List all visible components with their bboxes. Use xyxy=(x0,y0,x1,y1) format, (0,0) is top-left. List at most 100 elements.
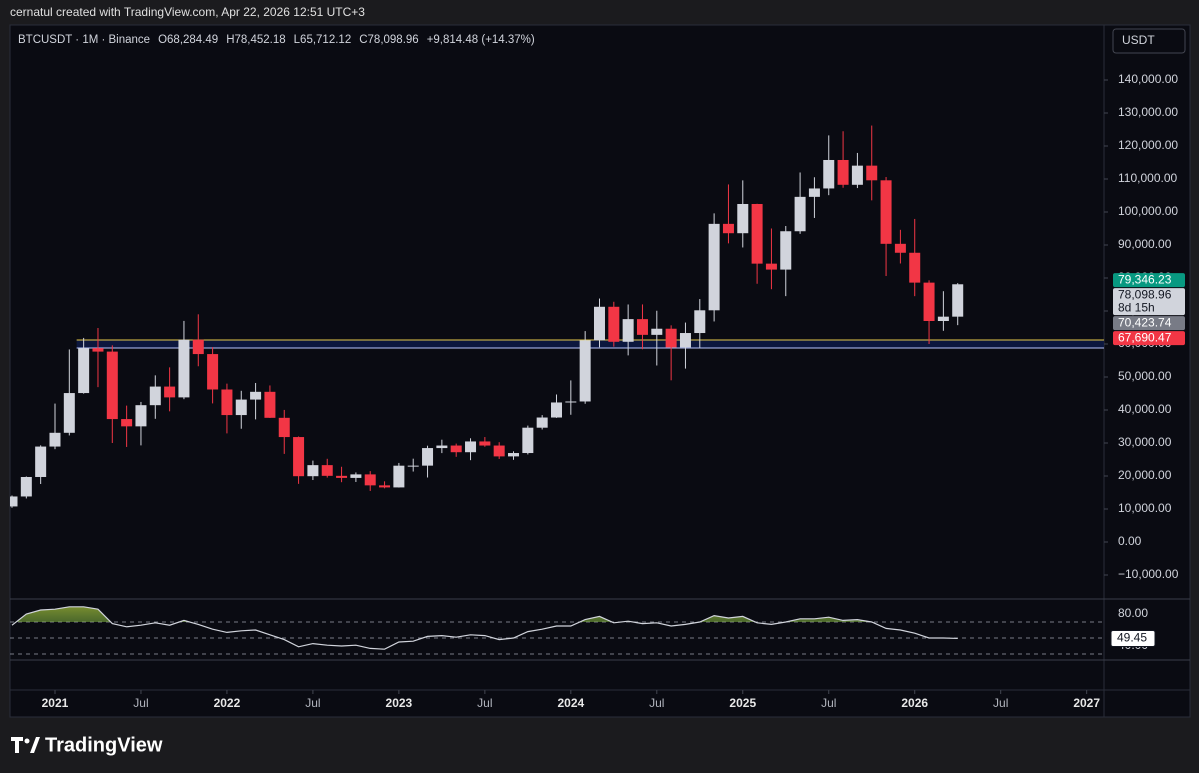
x-tick-label: 2025 xyxy=(729,696,756,710)
candle-body xyxy=(808,188,820,197)
candle-body xyxy=(794,196,806,232)
candle-body xyxy=(264,391,276,418)
candle-body xyxy=(894,243,906,253)
x-tick-label: 2026 xyxy=(901,696,928,710)
candle-body xyxy=(780,231,792,270)
candle-body xyxy=(708,223,720,311)
candle-body xyxy=(207,354,219,390)
candle-body xyxy=(551,402,562,418)
price-label-box xyxy=(1113,316,1185,331)
brand: TradingView xyxy=(45,734,163,756)
candle-body xyxy=(379,485,391,488)
candle-body xyxy=(579,340,591,402)
candle-body xyxy=(164,386,176,398)
candle-body xyxy=(350,474,362,478)
candle-body xyxy=(63,393,75,433)
low: L65,712.12 xyxy=(294,34,352,46)
y-tick-label: 30,000.00 xyxy=(1118,435,1172,449)
candle-body xyxy=(393,465,405,488)
candle-body xyxy=(92,348,104,352)
logo xyxy=(11,737,40,753)
candle-body xyxy=(851,165,863,185)
price-pane xyxy=(10,125,1104,508)
x-tick-label: Jul xyxy=(993,696,1008,710)
x-tick-label: 2024 xyxy=(557,696,584,710)
candle-body xyxy=(364,474,376,486)
candle-body xyxy=(121,419,133,427)
rsi-tick-label: 80.00 xyxy=(1118,606,1148,620)
candle-body xyxy=(722,223,734,234)
candle-body xyxy=(952,284,964,317)
candle-body xyxy=(636,319,648,335)
y-tick-label: 130,000.00 xyxy=(1118,105,1178,119)
candle-body xyxy=(450,445,462,453)
candle-body xyxy=(608,306,620,342)
y-tick-label: 20,000.00 xyxy=(1118,468,1172,482)
candle-body xyxy=(10,496,18,507)
candle-body xyxy=(35,446,47,477)
y-tick-label: 0.00 xyxy=(1118,534,1142,548)
countdown: 8d 15h xyxy=(1118,300,1155,314)
candle-body xyxy=(465,441,477,453)
x-tick-label: Jul xyxy=(477,696,492,710)
x-tick-label: 2023 xyxy=(386,696,413,710)
candle-body xyxy=(679,333,691,348)
candle-body xyxy=(923,282,935,322)
currency-button[interactable] xyxy=(1112,28,1186,54)
candle-body xyxy=(178,339,190,398)
candle-body xyxy=(336,475,348,478)
candle-body xyxy=(135,405,147,427)
candle-body xyxy=(149,386,161,406)
candle-body xyxy=(20,476,32,497)
candle-body xyxy=(565,401,577,403)
y-tick-label: 90,000.00 xyxy=(1118,237,1172,251)
change: +9,814.48 (+14.37%) xyxy=(427,34,535,46)
x-tick-label: 2022 xyxy=(214,696,241,710)
y-tick-label: −10,000.00 xyxy=(1118,567,1179,581)
currency[interactable]: USDT xyxy=(1122,33,1155,47)
candle-body xyxy=(250,391,262,400)
price-label: 78,098.96 xyxy=(1118,287,1172,301)
candle-body xyxy=(823,159,835,189)
symbol: BTCUSDT · 1M · Binance xyxy=(18,34,150,46)
close: C78,098.96 xyxy=(359,34,418,46)
candle-body xyxy=(407,465,419,467)
x-tick-label: Jul xyxy=(305,696,320,710)
candle-body xyxy=(422,448,434,466)
candle-body xyxy=(192,339,204,355)
chart-frame xyxy=(9,24,1191,718)
candle-body xyxy=(493,445,505,457)
candle-body xyxy=(49,432,61,447)
candle-body xyxy=(293,437,305,477)
high: H78,452.18 xyxy=(226,34,285,46)
candle-body xyxy=(765,263,777,270)
x-tick-label: 2027 xyxy=(1073,696,1100,710)
candle-body xyxy=(522,427,534,454)
rsi-value-box xyxy=(1110,629,1156,647)
open: O68,284.49 xyxy=(158,34,218,46)
price-label-box xyxy=(1113,288,1185,316)
candle-body xyxy=(665,328,677,348)
rsi-line xyxy=(11,606,958,650)
rsi-overbought-fill xyxy=(12,606,958,622)
candle-body xyxy=(536,417,548,428)
y-tick-label: 50,000.00 xyxy=(1118,369,1172,383)
candle-body xyxy=(508,453,520,457)
price-label: 70,423.74 xyxy=(1118,315,1172,329)
y-tick-label: 10,000.00 xyxy=(1118,501,1172,515)
x-tick-label: Jul xyxy=(821,696,836,710)
candle-body xyxy=(651,328,663,335)
candle-body xyxy=(866,165,878,181)
candle-body xyxy=(78,348,90,394)
price-label-box xyxy=(1113,331,1185,346)
candle-body xyxy=(479,441,491,446)
price-label-box xyxy=(1113,273,1185,288)
rsi-value-label: 49.45 xyxy=(1117,631,1147,645)
price-label: 79,346.23 xyxy=(1118,272,1172,286)
candle-body xyxy=(694,310,706,334)
y-tick-label: 100,000.00 xyxy=(1118,204,1178,218)
y-tick-label: 110,000.00 xyxy=(1118,171,1177,185)
candle-body xyxy=(751,203,763,264)
candle-body xyxy=(737,203,749,234)
